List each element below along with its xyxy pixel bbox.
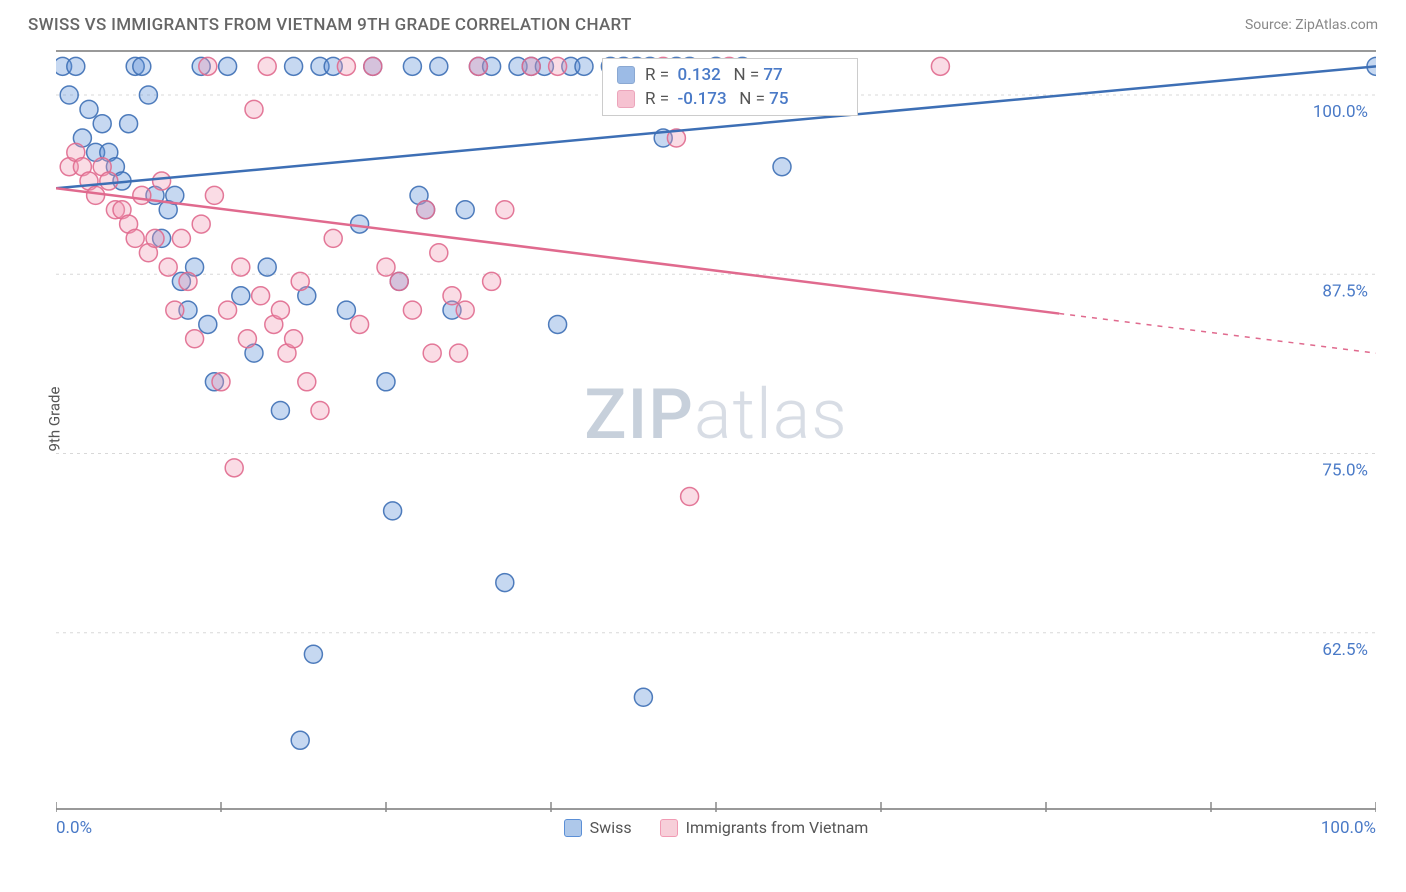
legend-swatch [660, 819, 678, 837]
legend-swatch [617, 66, 635, 84]
correlation-row: R = -0.173 N = 75 [603, 87, 857, 111]
correlation-text: R = 0.132 N = 77 [645, 65, 783, 85]
correlation-legend: R = 0.132 N = 77 R = -0.173 N = 75 [602, 58, 858, 116]
chart-container: 9th Grade 62.5%75.0%87.5%100.0% ZIPatlas… [56, 50, 1376, 860]
legend-item: Swiss [564, 818, 632, 837]
series-legend: Swiss Immigrants from Vietnam [56, 818, 1376, 837]
legend-label: Immigrants from Vietnam [686, 818, 869, 837]
chart-title: SWISS VS IMMIGRANTS FROM VIETNAM 9TH GRA… [28, 15, 632, 35]
plot-svg: 62.5% 75.0% 87.5% 100.0% [56, 52, 1376, 812]
legend-item: Immigrants from Vietnam [660, 818, 869, 837]
correlation-text: R = -0.173 N = 75 [645, 89, 789, 109]
correlation-row: R = 0.132 N = 77 [603, 63, 857, 87]
svg-text:75.0%: 75.0% [1322, 461, 1368, 481]
legend-label: Swiss [590, 818, 632, 837]
legend-swatch [617, 90, 635, 108]
legend-swatch [564, 819, 582, 837]
chart-header: SWISS VS IMMIGRANTS FROM VIETNAM 9TH GRA… [0, 0, 1406, 46]
svg-text:100.0%: 100.0% [1313, 102, 1368, 122]
svg-text:62.5%: 62.5% [1322, 640, 1368, 660]
source-label: Source: ZipAtlas.com [1245, 17, 1378, 33]
scatter-plot: 62.5%75.0%87.5%100.0% ZIPatlas R = 0.132… [56, 50, 1376, 810]
svg-text:87.5%: 87.5% [1322, 281, 1368, 301]
